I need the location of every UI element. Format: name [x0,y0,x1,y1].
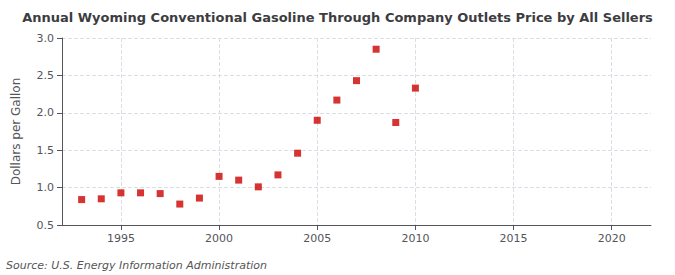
svg-text:Annual Wyoming Conventional Ga: Annual Wyoming Conventional Gasoline Thr… [22,10,653,25]
svg-text:2000: 2000 [205,232,233,245]
svg-text:0.5: 0.5 [37,219,55,232]
svg-text:1.5: 1.5 [37,144,55,157]
svg-text:1.0: 1.0 [37,181,55,194]
svg-text:2.0: 2.0 [37,106,55,119]
svg-text:1995: 1995 [107,232,135,245]
svg-text:3.0: 3.0 [37,32,55,45]
svg-text:2005: 2005 [303,232,331,245]
svg-text:2015: 2015 [500,232,528,245]
svg-text:Dollars per Gallon: Dollars per Gallon [9,78,23,186]
svg-text:2020: 2020 [598,232,626,245]
svg-text:2.5: 2.5 [37,69,55,82]
svg-text:2010: 2010 [401,232,429,245]
svg-text:Source: U.S. Energy Informatio: Source: U.S. Energy Information Administ… [6,259,267,272]
